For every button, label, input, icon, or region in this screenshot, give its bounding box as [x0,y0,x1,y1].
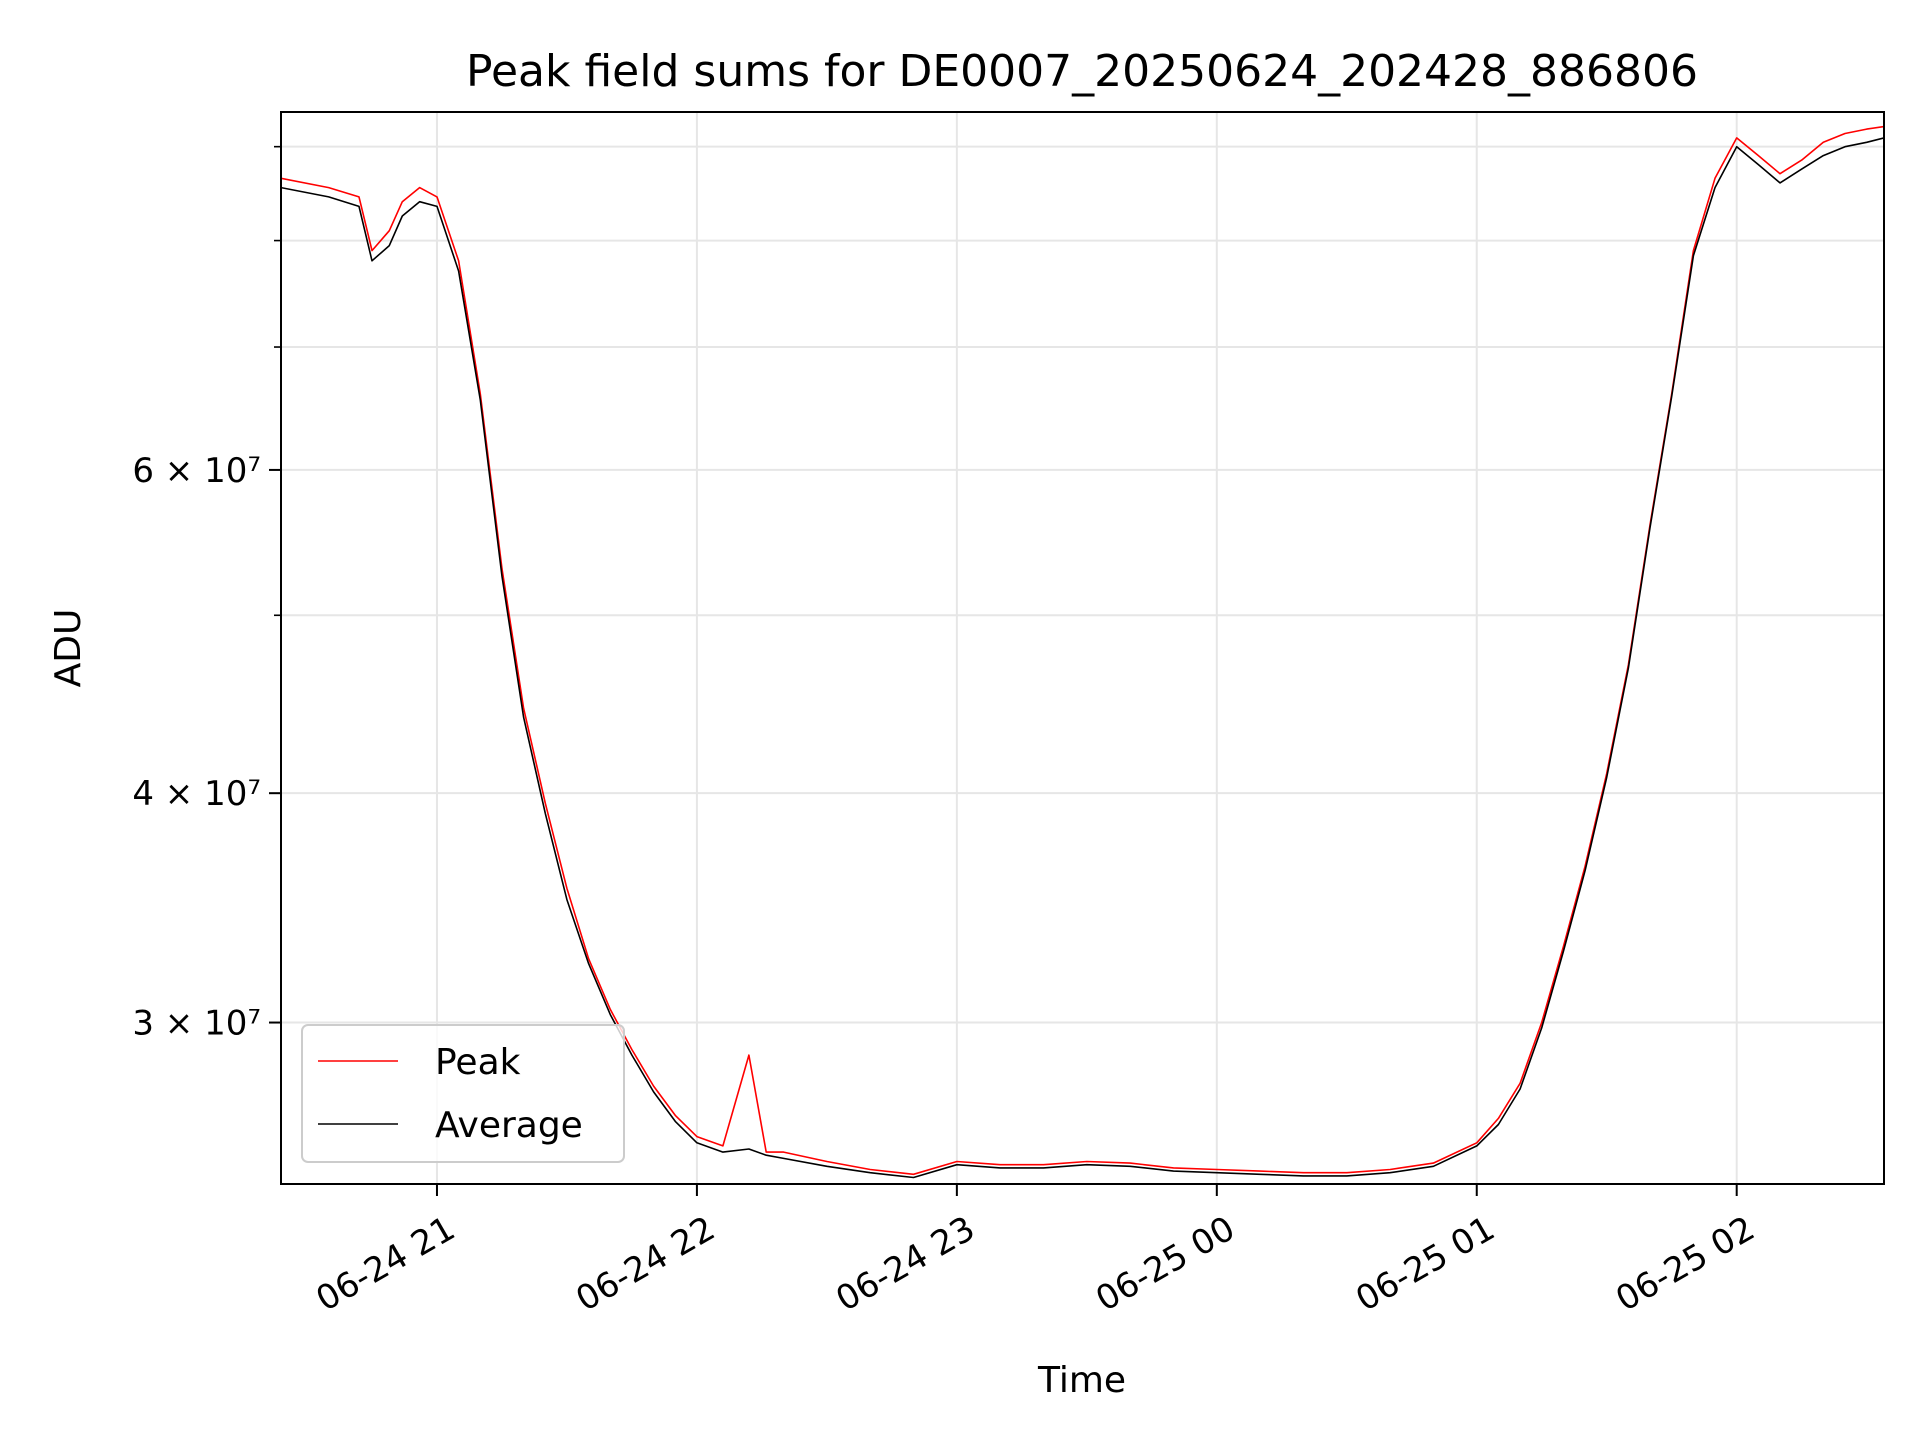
plot-frame [280,111,1885,1185]
grid [281,112,1884,1184]
series-line-average [281,137,1884,1179]
y-axis: 3 × 10⁷ 4 × 10⁷ 6 × 10⁷ [132,145,281,1044]
x-axis-title: Time [1037,1360,1126,1401]
legend-label: Peak [435,1042,521,1083]
legend-label: Average [435,1105,583,1146]
legend: Peak Average [301,1024,625,1163]
chart-title: Peak field sums for DE0007_20250624_2024… [466,46,1698,97]
y-tick-label: 6 × 10⁷ [132,451,261,491]
legend-box [301,1024,625,1163]
y-axis-title: ADU [48,609,89,688]
y-tick-label: 4 × 10⁷ [132,774,261,814]
y-tick-label: 3 × 10⁷ [132,1004,261,1044]
plot-area [281,125,1884,1179]
series-layer [281,125,1884,1179]
